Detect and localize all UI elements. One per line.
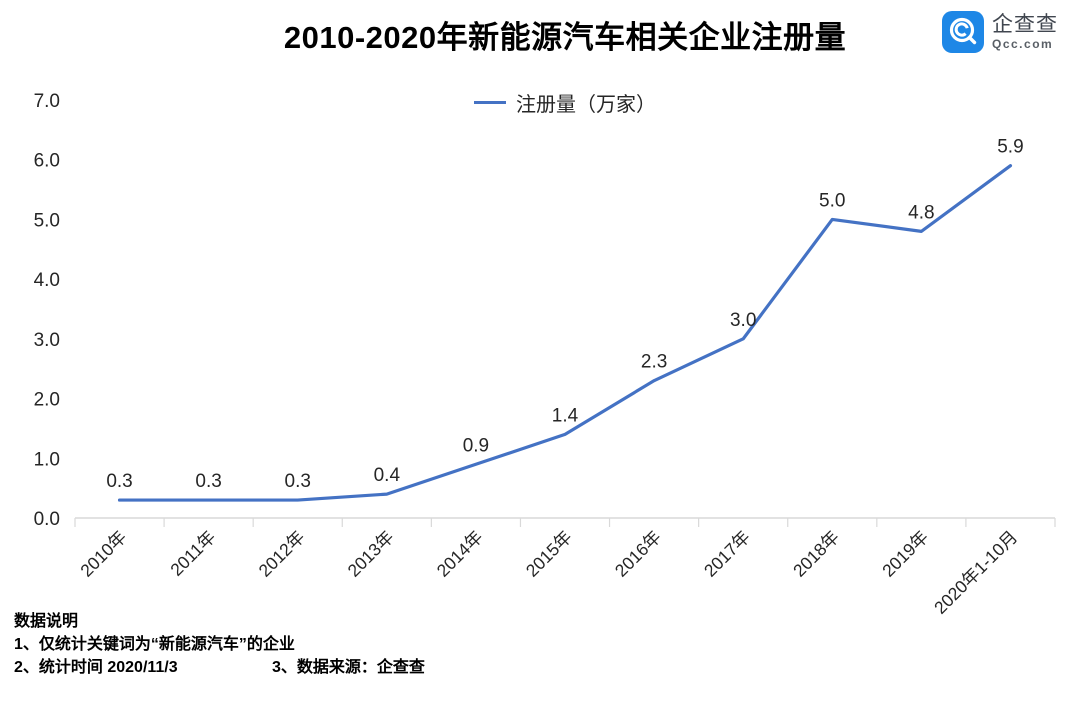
data-point-label: 5.0 — [819, 190, 845, 211]
data-point-label: 1.4 — [552, 405, 579, 426]
series-line-registrations — [117, 164, 1013, 502]
y-axis-tick-label: 3.0 — [34, 330, 60, 351]
data-point-label: 5.9 — [997, 137, 1023, 158]
page-title: 2010-2020年新能源汽车相关企业注册量 — [283, 20, 847, 55]
data-point-label: 0.3 — [106, 471, 132, 492]
notes-source: 3、数据来源：企查查 — [272, 659, 425, 676]
x-axis-category-label: 2019年 — [878, 527, 932, 581]
x-axis-category-label: 2020年1-10月 — [930, 527, 1021, 618]
data-point-label: 0.3 — [195, 471, 221, 492]
y-axis-tick-label: 4.0 — [34, 270, 60, 291]
x-axis-category-label: 2018年 — [789, 527, 843, 581]
x-axis-category-label: 2017年 — [700, 527, 754, 581]
y-axis-tick-label: 0.0 — [34, 509, 60, 530]
qcc-logo: 企查查 Qcc.com — [942, 11, 1058, 53]
legend-label: 注册量（万家） — [516, 94, 656, 116]
qcc-magnifier-icon — [942, 11, 984, 53]
data-point-label: 0.3 — [285, 471, 311, 492]
notes-line2: 2、统计时间 2020/11/3 3、数据来源：企查查 — [14, 656, 425, 679]
x-axis-category-label: 2012年 — [255, 527, 309, 581]
x-axis-category-label: 2014年 — [433, 527, 487, 581]
chart-legend: 注册量（万家） — [75, 88, 1055, 117]
data-point-label: 0.4 — [374, 465, 401, 486]
data-point-label: 3.0 — [730, 310, 756, 331]
logo-text: 企查查 Qcc.com — [992, 12, 1058, 51]
y-axis-tick-label: 5.0 — [34, 210, 60, 231]
data-notes: 数据说明 1、仅统计关键词为“新能源汽车”的企业 2、统计时间 2020/11/… — [14, 610, 425, 679]
notes-stat-time: 2、统计时间 2020/11/3 — [14, 659, 178, 676]
y-axis-tick-label: 6.0 — [34, 151, 60, 172]
y-axis-tick-label: 1.0 — [34, 449, 60, 470]
notes-heading: 数据说明 — [14, 613, 79, 630]
x-axis-category-label: 2015年 — [522, 527, 576, 581]
notes-line1: 1、仅统计关键词为“新能源汽车”的企业 — [14, 636, 295, 653]
x-axis-category-label: 2011年 — [166, 527, 219, 580]
logo-name: 企查查 — [992, 12, 1058, 36]
data-point-label: 2.3 — [641, 352, 667, 373]
x-axis-category-label: 2016年 — [611, 527, 665, 581]
y-axis-tick-label: 2.0 — [34, 390, 60, 411]
legend-line-swatch — [474, 101, 506, 104]
logo-domain: Qcc.com — [992, 36, 1054, 51]
x-axis-category-label: 2010年 — [76, 527, 130, 581]
y-axis-tick-label: 7.0 — [34, 91, 60, 112]
x-axis-category-label: 2013年 — [344, 527, 398, 581]
data-point-label: 0.9 — [463, 435, 489, 456]
data-point-label: 4.8 — [908, 202, 934, 223]
